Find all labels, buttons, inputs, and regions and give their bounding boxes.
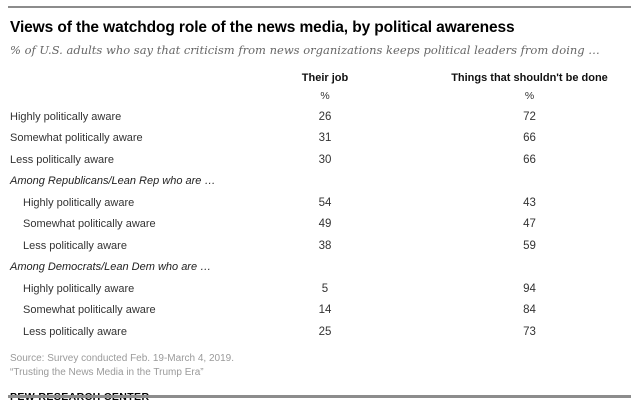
table-row: Less politically aware 25 73 — [10, 321, 629, 343]
report-title-note: “Trusting the News Media in the Trump Er… — [10, 366, 204, 378]
table-body: Highly politically aware 26 72 Somewhat pol… — [10, 106, 629, 343]
column-header-things-that-shouldnt-be-done: Things that shouldn't be done — [451, 71, 608, 84]
value-their-job: 30 — [318, 153, 332, 166]
section-header-label: Among Democrats/Lean Dem who are … — [10, 261, 212, 274]
row-label: Somewhat politically aware — [10, 132, 143, 145]
value-things-that-shouldnt-be-done: 59 — [523, 239, 536, 252]
page-title: Views of the watchdog role of the news m… — [10, 19, 515, 36]
value-things-that-shouldnt-be-done: 84 — [523, 304, 536, 317]
value-things-that-shouldnt-be-done: 66 — [523, 153, 536, 166]
table-row: Highly politically aware 26 72 — [10, 106, 629, 128]
row-label: Somewhat politically aware — [23, 218, 156, 231]
value-things-that-shouldnt-be-done: 43 — [523, 196, 536, 209]
bottom-rule — [8, 395, 631, 398]
row-label: Highly politically aware — [10, 110, 122, 123]
row-label: Less politically aware — [23, 325, 127, 338]
row-label: Less politically aware — [10, 153, 114, 166]
source-note: Source: Survey conducted Feb. 19-March 4… — [10, 352, 235, 364]
table-row: Less politically aware 38 59 — [10, 235, 629, 257]
unit-their-job: % — [320, 89, 330, 102]
column-header-their-job: Their job — [301, 71, 349, 84]
value-their-job: 5 — [321, 282, 329, 295]
row-label: Less politically aware — [23, 239, 127, 252]
value-their-job: 49 — [318, 218, 332, 231]
value-their-job: 31 — [318, 132, 332, 145]
unit-row: % % — [10, 85, 629, 106]
section-header-row: Among Democrats/Lean Dem who are … — [10, 257, 629, 279]
unit-things: % — [524, 89, 535, 102]
table-row: Somewhat politically aware 49 47 — [10, 214, 629, 236]
table-row: Highly politically aware 5 94 — [10, 278, 629, 300]
subtitle: % of U.S. adults who say that criticism … — [10, 43, 600, 57]
value-their-job: 38 — [318, 239, 332, 252]
section-header-label: Among Republicans/Lean Rep who are … — [10, 175, 216, 188]
table-row: Less politically aware 30 66 — [10, 149, 629, 171]
data-table: Their job Things that shouldn't be done … — [10, 70, 629, 343]
value-things-that-shouldnt-be-done: 73 — [523, 325, 536, 338]
value-their-job: 14 — [318, 304, 332, 317]
table-row: Somewhat politically aware 31 66 — [10, 128, 629, 150]
section-header-row: Among Republicans/Lean Rep who are … — [10, 171, 629, 193]
table-header-row: Their job Things that shouldn't be done — [10, 70, 629, 85]
table-row: Highly politically aware 54 43 — [10, 192, 629, 214]
row-label: Highly politically aware — [23, 196, 135, 209]
value-their-job: 54 — [318, 196, 332, 209]
value-things-that-shouldnt-be-done: 47 — [523, 218, 536, 231]
row-label: Highly politically aware — [23, 282, 135, 295]
row-label: Somewhat politically aware — [23, 304, 156, 317]
top-rule — [8, 6, 631, 8]
value-things-that-shouldnt-be-done: 94 — [523, 282, 536, 295]
value-things-that-shouldnt-be-done: 66 — [523, 132, 536, 145]
value-things-that-shouldnt-be-done: 72 — [523, 110, 536, 123]
value-their-job: 26 — [318, 110, 332, 123]
table-row: Somewhat politically aware 14 84 — [10, 300, 629, 322]
value-their-job: 25 — [318, 325, 332, 338]
